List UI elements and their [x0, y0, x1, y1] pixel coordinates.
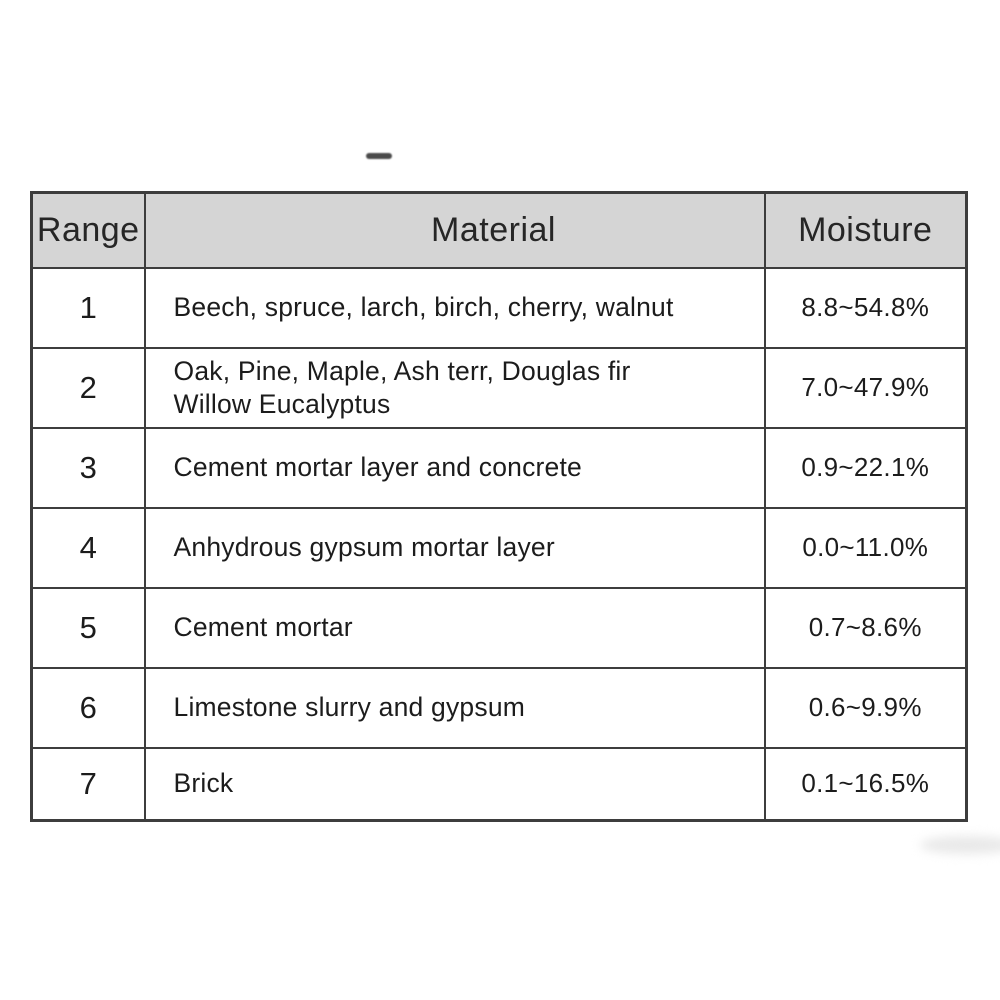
column-header-material: Material	[143, 191, 766, 269]
moisture-value: 0.0~11.0%	[763, 506, 968, 589]
moisture-value: 7.0~47.9%	[763, 346, 968, 429]
material-value: Beech, spruce, larch, birch, cherry, wal…	[143, 266, 766, 349]
moisture-value: 0.7~8.6%	[763, 586, 968, 669]
table-row: 5 Cement mortar 0.7~8.6%	[30, 586, 968, 669]
moisture-value: 0.1~16.5%	[763, 746, 968, 822]
column-header-range: Range	[30, 191, 146, 269]
moisture-value: 0.6~9.9%	[763, 666, 968, 749]
table-row: 2 Oak, Pine, Maple, Ash terr, Douglas fi…	[30, 346, 968, 429]
table-header-row: Range Material Moisture	[30, 191, 968, 269]
material-value: Brick	[143, 746, 766, 822]
material-value: Oak, Pine, Maple, Ash terr, Douglas fir …	[143, 346, 766, 429]
moisture-value: 0.9~22.1%	[763, 426, 968, 509]
table-row: 3 Cement mortar layer and concrete 0.9~2…	[30, 426, 968, 509]
material-value: Cement mortar layer and concrete	[143, 426, 766, 509]
range-value: 5	[30, 586, 146, 669]
table-row: 6 Limestone slurry and gypsum 0.6~9.9%	[30, 666, 968, 749]
column-header-moisture: Moisture	[763, 191, 968, 269]
table-row: 1 Beech, spruce, larch, birch, cherry, w…	[30, 266, 968, 349]
scan-dash-artifact	[366, 153, 392, 159]
moisture-value: 8.8~54.8%	[763, 266, 968, 349]
material-value: Cement mortar	[143, 586, 766, 669]
range-value: 4	[30, 506, 146, 589]
range-value: 6	[30, 666, 146, 749]
material-value: Anhydrous gypsum mortar layer	[143, 506, 766, 589]
material-value: Limestone slurry and gypsum	[143, 666, 766, 749]
range-value: 7	[30, 746, 146, 822]
table-row: 7 Brick 0.1~16.5%	[30, 746, 968, 822]
table-row: 4 Anhydrous gypsum mortar layer 0.0~11.0…	[30, 506, 968, 589]
range-value: 3	[30, 426, 146, 509]
moisture-range-table: Range Material Moisture 1 Beech, spruce,…	[30, 191, 968, 822]
range-value: 2	[30, 346, 146, 429]
scan-smudge-artifact	[920, 836, 1000, 854]
range-value: 1	[30, 266, 146, 349]
